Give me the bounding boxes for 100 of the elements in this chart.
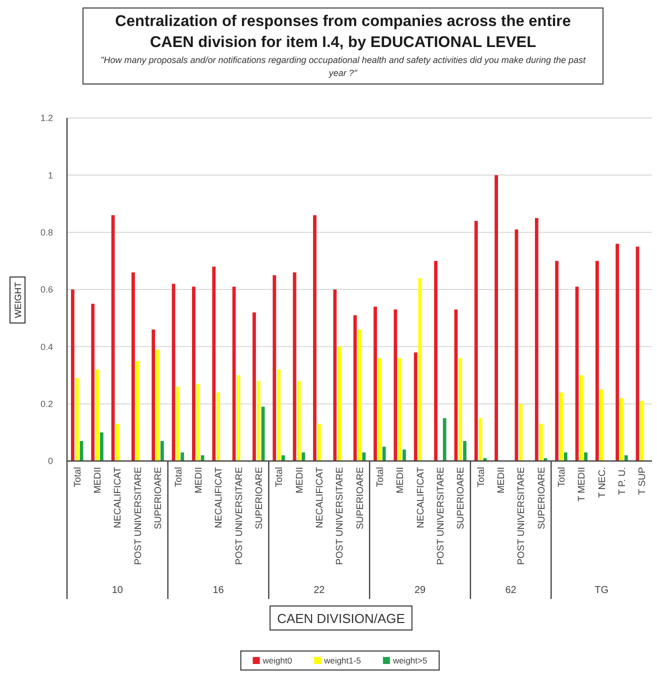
x-tick-label: T NEC.: [596, 467, 608, 498]
text: 29: [414, 585, 426, 596]
y-tick-label: 0.2: [40, 398, 53, 409]
x-tick-label: POST UNIVERSITARE: [234, 467, 245, 565]
bar: [640, 400, 644, 461]
bar: [564, 452, 568, 461]
x-tick-label: SUPERIOARE: [153, 467, 164, 530]
bar: [70, 290, 74, 461]
x-tick-label: T P. U.: [617, 467, 628, 496]
x-tick-label: MEDII: [496, 467, 508, 494]
bar: [474, 220, 478, 461]
bar: [624, 455, 628, 461]
bar: [374, 306, 377, 461]
x-tick-label: SUPERIOARE: [254, 467, 265, 530]
bar: [519, 404, 523, 461]
x-tick-label: POST UNIVERSITARE: [436, 467, 447, 565]
bar: [176, 386, 180, 461]
bar: [382, 446, 386, 461]
legend-label: weight1-5: [323, 655, 362, 666]
bar: [317, 424, 321, 461]
bar: [232, 286, 236, 461]
bar: [353, 315, 357, 461]
x-tick-label: MEDII: [193, 467, 204, 494]
x-tick-label: MEDII: [395, 467, 406, 494]
bar: [252, 312, 256, 461]
bar: [595, 260, 599, 461]
x-tick-label: MEDII: [294, 467, 306, 494]
x-tick-label: Total: [173, 467, 184, 488]
bar: [362, 452, 366, 461]
legend-label: weight>5: [392, 655, 428, 666]
bar: [91, 304, 95, 461]
bar: [277, 370, 281, 461]
bar: [616, 244, 620, 461]
bar: [212, 266, 216, 461]
y-tick-label: 1.2: [40, 113, 53, 124]
x-tick-label: POST UNIVERSITARE: [516, 467, 528, 565]
x-tick-label: MEDII: [92, 467, 104, 494]
bar: [116, 424, 120, 461]
bar: [584, 452, 588, 461]
chart-subtitle: "How many proposals and/or notifications regarding occupational health and safety activities did you make during the past year ?": [100, 55, 586, 78]
bar: [483, 458, 487, 461]
x-tick-label: Total: [476, 467, 487, 488]
bar: [394, 310, 398, 461]
bar: [555, 260, 559, 461]
x-tick-label: NECALIFICAT: [314, 466, 326, 528]
bar: [620, 398, 624, 461]
bar: [580, 375, 584, 461]
x-tick-label: NECALIFICAT: [112, 466, 124, 528]
bar: [378, 358, 382, 461]
bar: [256, 380, 260, 461]
bar: [282, 455, 285, 461]
bar: [333, 290, 337, 461]
text: 10: [112, 585, 124, 596]
bar: [600, 390, 604, 461]
chart-title: Centralization of responses from companies across the entire CAEN division for item I.4, by EDUCATIONAL LEVEL: [115, 13, 572, 51]
bar: [272, 275, 276, 461]
y-tick-label: 1: [48, 170, 53, 180]
y-tick-label: 0: [48, 456, 53, 466]
bar: [292, 272, 296, 461]
text: 62: [505, 585, 517, 596]
x-tick-label: T SUP: [637, 467, 648, 495]
bar: [216, 392, 220, 461]
x-tick-label: POST UNIVERSITARE: [132, 467, 144, 565]
bar: [434, 260, 438, 461]
bar: [302, 452, 306, 461]
x-tick-label: SUPERIOARE: [354, 467, 366, 530]
bar: [75, 378, 79, 461]
bar: [494, 175, 498, 461]
x-tick-label: Total: [274, 467, 286, 488]
text: TG: [594, 585, 609, 596]
bar: [180, 452, 184, 461]
x-tick-label: SUPERIOARE: [456, 467, 467, 530]
x-axis-title: CAEN DIVISION/AGE: [277, 611, 406, 626]
bar: [152, 330, 156, 461]
y-tick-label: 0.4: [40, 342, 53, 352]
bar: [100, 432, 104, 461]
bar: [96, 370, 99, 461]
bar: [156, 350, 160, 461]
y-axis-title: WEIGHT: [13, 282, 23, 318]
x-tick-label: NECALIFICAT: [415, 466, 426, 528]
x-tick-label: Total: [374, 467, 386, 488]
bar: [398, 358, 402, 461]
bar: [338, 346, 342, 461]
x-tick-label: SUPERIOARE: [536, 467, 548, 530]
text: 16: [212, 585, 224, 596]
bar: [160, 440, 164, 461]
bar: [136, 360, 140, 461]
legend-label: weight0: [262, 655, 292, 666]
x-tick-label: Total: [72, 467, 84, 488]
bar: [458, 358, 462, 461]
bar: [313, 215, 316, 461]
bar: [442, 418, 446, 461]
bar: [402, 450, 406, 461]
x-tick-label: T MEDII: [576, 467, 588, 502]
bar: [534, 218, 538, 461]
y-tick-label: 0.6: [40, 284, 53, 295]
bar: [132, 272, 135, 461]
x-tick-label: POST UNIVERSITARE: [334, 467, 346, 565]
x-tick-label: NECALIFICAT: [214, 466, 225, 528]
bar: [414, 352, 418, 461]
